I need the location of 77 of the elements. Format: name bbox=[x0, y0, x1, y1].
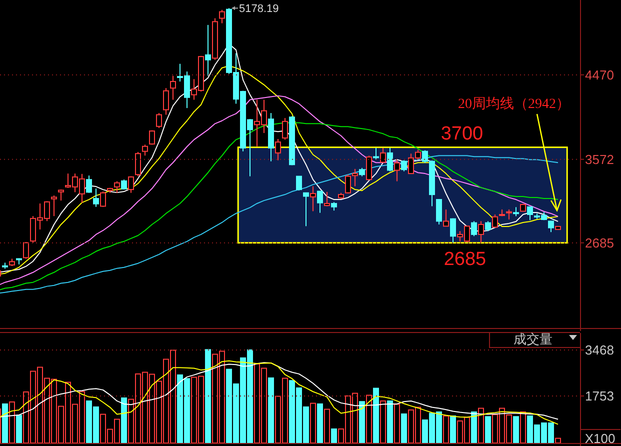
candlestick bbox=[58, 189, 64, 202]
y-tick-label: 3572 bbox=[585, 152, 614, 167]
candlestick bbox=[51, 194, 57, 217]
bar bbox=[443, 415, 449, 443]
candlestick bbox=[401, 160, 407, 172]
candlestick bbox=[436, 198, 442, 225]
bar bbox=[373, 388, 379, 443]
candlestick bbox=[23, 242, 29, 260]
bar bbox=[485, 416, 491, 443]
candlestick bbox=[275, 138, 281, 161]
candlestick bbox=[93, 188, 99, 208]
bar bbox=[16, 414, 22, 443]
candlestick bbox=[135, 152, 141, 177]
candlestick bbox=[86, 175, 92, 194]
bar bbox=[387, 400, 393, 443]
candlestick bbox=[324, 191, 330, 207]
bar bbox=[394, 404, 400, 443]
bar bbox=[520, 411, 526, 443]
bar bbox=[555, 438, 561, 443]
bar bbox=[478, 408, 484, 443]
candlestick bbox=[394, 160, 400, 182]
candlestick bbox=[450, 218, 456, 244]
bar bbox=[317, 403, 323, 443]
candlestick bbox=[527, 206, 533, 221]
candlestick bbox=[296, 176, 302, 191]
bar bbox=[331, 428, 337, 443]
candlestick bbox=[142, 144, 148, 156]
candlestick bbox=[156, 112, 162, 128]
bar bbox=[380, 400, 386, 443]
candlestick bbox=[478, 220, 484, 244]
candlestick bbox=[282, 118, 288, 140]
candlestick bbox=[100, 191, 106, 208]
y-tick-label: 2685 bbox=[585, 235, 614, 250]
bar bbox=[9, 401, 15, 443]
candlestick bbox=[443, 209, 449, 227]
candlestick bbox=[366, 155, 372, 181]
candlestick bbox=[114, 180, 120, 194]
annotation: 5178.19 bbox=[239, 3, 279, 16]
annotation: 3700 bbox=[440, 123, 484, 144]
bar bbox=[324, 408, 330, 443]
bar bbox=[366, 394, 372, 443]
candlestick bbox=[303, 192, 309, 227]
y-tick-label: 4470 bbox=[585, 67, 614, 82]
candlestick bbox=[205, 24, 211, 76]
y-tick-label: 3468 bbox=[585, 342, 614, 358]
candlestick bbox=[317, 190, 323, 214]
candlestick bbox=[485, 220, 491, 232]
candlestick bbox=[471, 220, 477, 237]
annotation: 2685 bbox=[444, 248, 486, 270]
bar bbox=[310, 402, 316, 443]
candlestick bbox=[128, 176, 134, 194]
bar bbox=[205, 349, 211, 443]
chart-title: 成交量 bbox=[514, 332, 552, 346]
candlestick bbox=[163, 88, 169, 116]
bar bbox=[401, 413, 407, 443]
candlestick bbox=[352, 168, 358, 187]
candlestick bbox=[380, 147, 386, 164]
candlestick bbox=[219, 9, 225, 24]
candlestick bbox=[513, 206, 519, 217]
candlestick bbox=[492, 214, 498, 228]
candlestick bbox=[387, 147, 393, 172]
candlestick bbox=[170, 75, 176, 100]
bar bbox=[268, 377, 274, 443]
candlestick bbox=[310, 186, 316, 212]
bar bbox=[2, 403, 8, 443]
bar bbox=[359, 401, 365, 443]
bar bbox=[450, 415, 456, 443]
annotation: 20周均线（2942） bbox=[458, 96, 570, 112]
bar bbox=[121, 397, 127, 443]
bar bbox=[513, 416, 519, 443]
candlestick bbox=[373, 147, 379, 160]
candlestick bbox=[548, 220, 554, 233]
candlestick bbox=[506, 209, 512, 220]
y-tick-label: 1753 bbox=[585, 388, 614, 404]
bar bbox=[471, 411, 477, 443]
candlestick bbox=[345, 174, 351, 194]
text: X100 bbox=[584, 431, 616, 446]
